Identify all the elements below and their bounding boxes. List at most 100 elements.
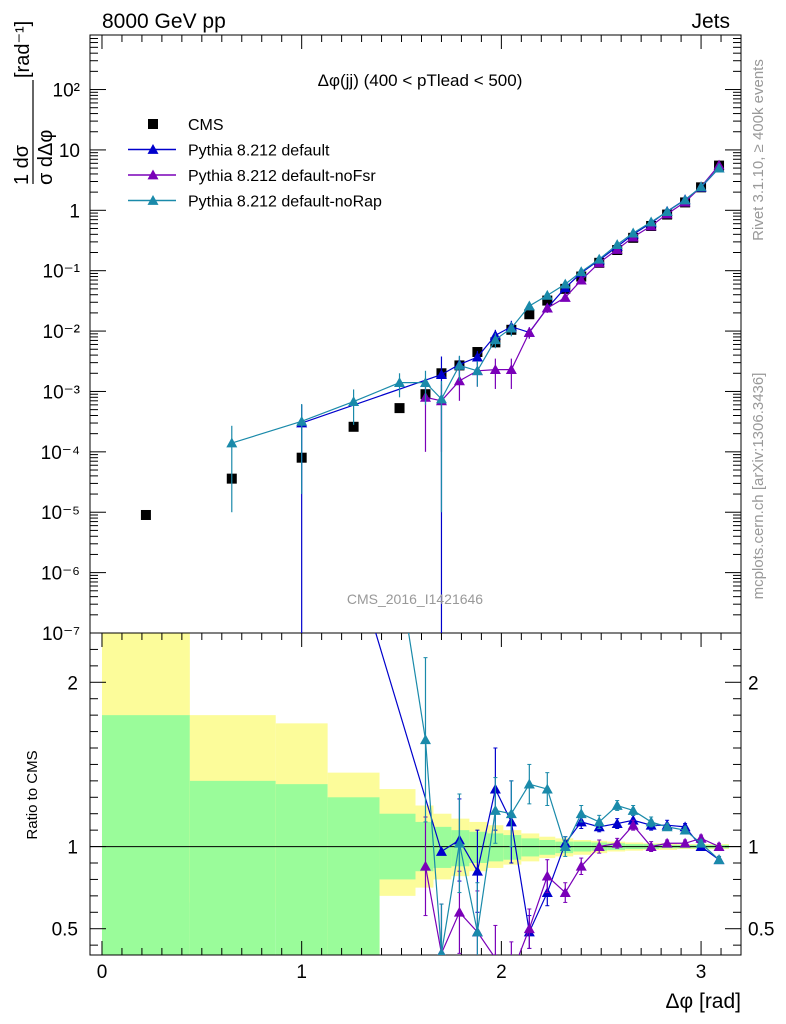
data-point-cms xyxy=(542,295,553,306)
ratio-point-pythia-8-212-default-nofsr xyxy=(679,837,691,848)
analysis-label: CMS_2016_I1421646 xyxy=(347,591,483,607)
y-tick-label: 10⁻¹ xyxy=(43,262,81,283)
axes-ticks: 0 1 2 3 10⁻⁷ 10⁻⁶ 10⁻⁵ 10⁻⁴ 10⁻³ 10⁻² 10⁻¹ 1 10 10² 0.… xyxy=(41,34,774,983)
ratio-point-pythia-8-212-default-norap xyxy=(559,841,571,851)
series-line-pythia-8-212-default-norap xyxy=(231,167,720,444)
legend-label: CMS xyxy=(188,117,224,134)
ratio-point-pythia-8-212-default-norap xyxy=(713,854,725,865)
ratio-point-pythia-8-212-default-nofsr xyxy=(506,969,517,979)
ratio-point-pythia-8-212-default-nofsr xyxy=(611,837,623,848)
data-point-cms xyxy=(348,421,359,432)
main-series xyxy=(140,159,725,633)
data-point-pythia-8-212-default-norap xyxy=(348,396,360,406)
data-point-pythia-8-212-default-nofsr xyxy=(489,364,501,375)
ratio-point-pythia-8-212-default xyxy=(435,846,447,856)
data-point-pythia-8-212-default-norap xyxy=(523,300,535,311)
data-point-pythia-8-212-default-nofsr xyxy=(541,302,553,313)
y-tick-label: 10⁻⁵ xyxy=(41,503,80,524)
data-point-pythia-8-212-default-norap xyxy=(435,393,447,404)
data-point-pythia-8-212-default-norap xyxy=(296,415,308,426)
band-inner xyxy=(327,797,380,955)
band-inner xyxy=(503,835,522,860)
ratio-tick-label-right: 1 xyxy=(748,838,759,859)
ratio-point-pythia-8-212-default-nofsr xyxy=(645,841,657,851)
ratio-point-pythia-8-212-default-norap xyxy=(437,947,446,955)
x-tick-label: 2 xyxy=(496,962,507,983)
data-point-pythia-8-212-default xyxy=(471,351,483,362)
data-point-cms xyxy=(524,309,535,320)
ratio-point-pythia-8-212-default-norap xyxy=(394,570,405,580)
y-tick-label: 10⁻⁴ xyxy=(41,443,80,464)
y-axis-label-unit: [rad⁻¹] xyxy=(12,21,34,78)
ratio-tick-label-right: 0.5 xyxy=(748,920,774,941)
data-point-pythia-8-212-default-norap xyxy=(453,359,465,370)
ratio-uncertainty-bands xyxy=(101,633,730,955)
data-point-pythia-8-212-default-norap xyxy=(661,206,673,217)
data-point-pythia-8-212-default-norap xyxy=(611,239,623,250)
rivet-label: Rivet 3.1.10, ≥ 400k events xyxy=(750,59,767,241)
ratio-tick-label: 0.5 xyxy=(52,920,78,941)
ratio-point-pythia-8-212-default-nofsr xyxy=(453,906,465,917)
legend: CMS Pythia 8.212 default Pythia 8.212 defa… xyxy=(128,117,382,211)
x-axis-label: Δφ [rad] xyxy=(666,990,742,1013)
data-point-pythia-8-212-default-norap xyxy=(226,437,238,448)
series-layer xyxy=(140,159,725,979)
header-energy: 8000 GeV pp xyxy=(102,10,226,33)
y-tick-label: 10⁻² xyxy=(43,322,81,343)
data-point-pythia-8-212-default-nofsr xyxy=(559,291,571,302)
ratio-point-pythia-8-212-default-norap xyxy=(419,734,431,745)
ratio-point-pythia-8-212-default-norap xyxy=(611,800,623,810)
legend-label: Pythia 8.212 default xyxy=(188,143,330,160)
ratio-point-pythia-8-212-default-nofsr xyxy=(559,887,571,897)
ratio-point-pythia-8-212-default-norap xyxy=(645,816,657,827)
data-point-pythia-8-212-default-norap xyxy=(541,289,553,300)
y-axis-label: 1 dσ σ dΔφ [rad⁻¹] xyxy=(11,21,57,185)
ratio-point-pythia-8-212-default-norap xyxy=(453,837,465,848)
ratio-point-pythia-8-212-default-nofsr xyxy=(661,837,673,848)
ratio-plot-frame xyxy=(89,632,742,956)
ratio-point-pythia-8-212-default-nofsr xyxy=(541,870,553,881)
header-process: Jets xyxy=(691,10,730,33)
ratio-point-pythia-8-212-default-nofsr xyxy=(419,860,431,871)
legend-marker xyxy=(147,144,159,154)
mcplots-label: mcplots.cern.ch [arXiv:1306.3436] xyxy=(750,373,767,600)
data-point-pythia-8-212-default-norap xyxy=(575,266,587,277)
y-tick-label: 1 xyxy=(69,201,80,222)
y-tick-label: 10 xyxy=(59,141,80,162)
x-tick-label: 0 xyxy=(97,962,108,983)
ratio-point-pythia-8-212-default-nofsr xyxy=(575,860,587,871)
y-tick-label: 10² xyxy=(53,81,80,102)
band-inner xyxy=(469,831,488,863)
ratio-point-pythia-8-212-default-norap xyxy=(575,808,587,819)
legend-marker xyxy=(147,195,159,205)
data-point-pythia-8-212-default-norap xyxy=(505,322,517,333)
band-inner xyxy=(521,838,540,857)
ratio-point-pythia-8-212-default-norap xyxy=(695,837,707,848)
band-inner xyxy=(275,784,328,955)
data-point-pythia-8-212-default-nofsr xyxy=(505,364,517,375)
ratio-point-pythia-8-212-default xyxy=(471,865,483,876)
ratio-tick-label: 2 xyxy=(67,673,78,694)
ratio-point-pythia-8-212-default xyxy=(611,818,623,828)
band-inner xyxy=(539,840,556,855)
data-point-pythia-8-212-default-nofsr xyxy=(523,326,535,337)
ratio-point-pythia-8-212-default-norap xyxy=(541,783,553,794)
ratio-point-pythia-8-212-default-norap xyxy=(348,578,359,588)
y-axis-label-den: σ dΔφ xyxy=(35,130,57,185)
series-line-pythia-8-212-default-nofsr xyxy=(425,164,720,402)
data-point-pythia-8-212-default-norap xyxy=(559,278,571,289)
ratio-point-pythia-8-212-default-nofsr xyxy=(713,841,725,851)
ratio-point-pythia-8-212-default-norap xyxy=(505,808,517,819)
data-point-pythia-8-212-default-norap xyxy=(471,365,483,376)
data-point-pythia-8-212-default-norap xyxy=(645,216,657,227)
legend-label: Pythia 8.212 default-noFsr xyxy=(188,168,376,185)
ratio-series xyxy=(348,570,725,979)
y-tick-label: 10⁻⁷ xyxy=(42,624,80,645)
ratio-point-pythia-8-212-default-nofsr xyxy=(494,952,497,955)
x-tick-label: 3 xyxy=(696,962,707,983)
band-inner xyxy=(189,780,276,955)
data-point-pythia-8-212-default xyxy=(435,369,447,380)
data-point-pythia-8-212-default-norap xyxy=(394,377,406,388)
ratio-point-pythia-8-212-default-norap xyxy=(661,821,673,832)
